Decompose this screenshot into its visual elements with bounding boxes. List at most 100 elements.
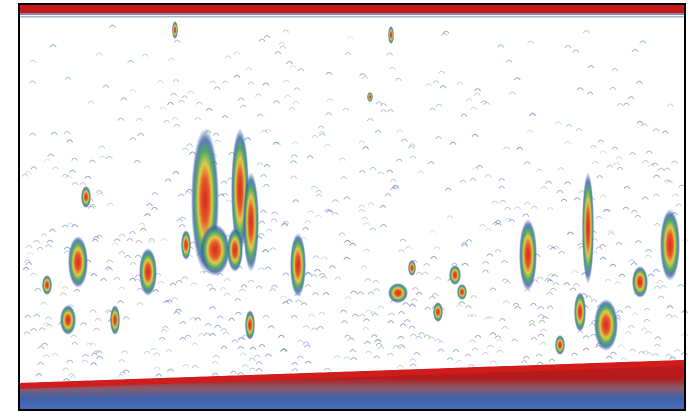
- echo-speck: [292, 363, 298, 366]
- echo-speck: [540, 342, 546, 345]
- echo-speck: [658, 296, 664, 299]
- echo-speck: [378, 172, 384, 175]
- echo-speck: [374, 289, 380, 292]
- echo-speck: [529, 321, 535, 324]
- echo-speck: [92, 239, 98, 242]
- echo-speck: [158, 281, 164, 284]
- echo-speck: [465, 354, 471, 357]
- echo-speck: [68, 223, 74, 226]
- echo-speck: [41, 302, 47, 305]
- echo-speck: [514, 78, 520, 81]
- echo-speck: [404, 320, 410, 323]
- echo-speck: [539, 320, 545, 323]
- echo-speck: [596, 247, 602, 250]
- echo-speck: [385, 194, 391, 197]
- echo-speck: [195, 118, 201, 121]
- echo-speck: [553, 246, 559, 249]
- echo-speck: [221, 346, 227, 349]
- echo-speck: [558, 168, 564, 171]
- echo-speck: [342, 321, 348, 324]
- echo-speck: [192, 366, 198, 369]
- echo-speck: [480, 225, 486, 228]
- echo-speck: [440, 86, 446, 89]
- echo-speck: [94, 328, 100, 331]
- echo-speck: [114, 239, 120, 242]
- echo-speck: [224, 279, 230, 282]
- echo-speck: [167, 370, 173, 373]
- echo-speck: [182, 277, 188, 280]
- echo-speck: [521, 361, 527, 364]
- echo-speck: [512, 339, 518, 342]
- echo-speck: [316, 190, 322, 193]
- echo-speck: [26, 262, 32, 265]
- echo-speck: [641, 328, 647, 331]
- echo-speck: [90, 343, 96, 346]
- echo-speck: [515, 307, 521, 310]
- echo-speck: [503, 301, 509, 304]
- echo-speck: [149, 241, 155, 244]
- echo-speck: [548, 274, 554, 277]
- echo-speck: [360, 74, 366, 77]
- echo-speck: [370, 228, 376, 231]
- echo-speck: [291, 155, 297, 158]
- echo-speck: [565, 45, 571, 48]
- echo-speck: [332, 212, 338, 215]
- echo-speck: [242, 365, 248, 368]
- echo-speck: [44, 159, 50, 162]
- echo-speck: [380, 205, 386, 208]
- echo-speck: [553, 283, 559, 286]
- echo-speck: [577, 88, 583, 91]
- echo-speck: [180, 322, 186, 325]
- echo-speck: [406, 246, 412, 249]
- echo-speck: [654, 175, 660, 178]
- echo-speck: [329, 266, 335, 269]
- echo-speck: [498, 45, 504, 48]
- echo-speck: [238, 347, 244, 350]
- echo-speck: [283, 302, 289, 305]
- echo-speck: [136, 241, 142, 244]
- echo-speck: [188, 91, 194, 94]
- echo-speck: [280, 46, 286, 49]
- echo-speck: [134, 160, 140, 163]
- echo-speck: [572, 271, 578, 274]
- echo-speck: [145, 214, 151, 217]
- echo-speck: [605, 279, 611, 282]
- fish-school: [388, 26, 394, 44]
- fish-school: [81, 186, 91, 208]
- echo-speck: [676, 204, 682, 207]
- echo-speck: [497, 340, 503, 343]
- echo-speck: [293, 101, 299, 104]
- echo-speck: [490, 333, 496, 336]
- echo-speck: [557, 190, 563, 193]
- echo-speck: [410, 156, 416, 159]
- echo-speck: [436, 104, 442, 107]
- echo-speck: [206, 108, 212, 111]
- echo-speck: [182, 96, 188, 99]
- echo-speck: [142, 54, 148, 57]
- fish-school: [582, 172, 594, 284]
- echo-speck: [583, 31, 589, 34]
- echo-speck: [83, 355, 89, 358]
- echo-speck: [119, 234, 125, 237]
- echo-speck: [234, 52, 240, 55]
- echo-speck: [570, 288, 576, 291]
- echo-speck: [298, 69, 304, 72]
- echo-speck: [550, 288, 556, 291]
- echo-speck: [168, 58, 174, 61]
- echo-speck: [97, 235, 103, 238]
- echo-speck: [74, 289, 80, 292]
- echo-speck: [635, 241, 641, 244]
- echo-speck: [95, 319, 101, 322]
- echo-speck: [499, 186, 505, 189]
- echo-speck: [378, 306, 384, 309]
- echo-speck: [636, 81, 642, 84]
- echo-speck: [538, 307, 544, 310]
- echo-speck: [619, 274, 625, 277]
- echo-speck: [125, 255, 131, 258]
- echo-speck: [447, 216, 453, 219]
- echo-speck: [397, 130, 403, 133]
- echo-speck: [547, 280, 553, 283]
- echo-speck: [240, 105, 246, 108]
- echo-speck: [89, 160, 95, 163]
- echo-speck: [41, 234, 47, 237]
